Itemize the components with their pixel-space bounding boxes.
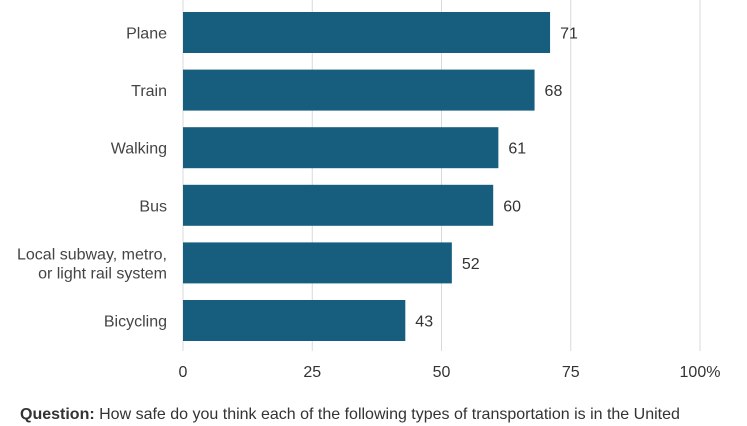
question-label: Question: (20, 406, 95, 423)
category-label: Bicycling (104, 314, 167, 331)
category-label-line: or light rail system (38, 265, 167, 282)
bar-chart: Plane Train Walking Bus Local subway, metro,… (17, 0, 721, 381)
gridlines (182, 0, 701, 351)
x-tick-label: 0 (179, 364, 188, 381)
x-tick-label: 25 (303, 364, 321, 381)
value-label: 60 (503, 198, 521, 215)
category-label: Bus (139, 198, 167, 215)
value-labels: 71 68 61 60 52 43 (415, 26, 578, 331)
x-tick-label: 100% (680, 364, 721, 381)
category-label-line: Plane (126, 26, 167, 43)
category-label: Train (131, 83, 167, 100)
category-labels: Plane Train Walking Bus Local subway, metro,… (17, 26, 167, 331)
value-label: 61 (508, 141, 526, 158)
value-label: 43 (415, 314, 433, 331)
category-label: Local subway, metro, or light rail system (17, 246, 167, 282)
category-label-line: Local subway, metro, (17, 246, 167, 263)
x-tick-label: 50 (433, 364, 451, 381)
category-label: Plane (126, 26, 167, 43)
x-tick-label: 75 (562, 364, 580, 381)
bar (183, 127, 499, 169)
category-label-line: Walking (111, 141, 167, 158)
bars (183, 12, 551, 341)
category-label-line: Bicycling (104, 314, 167, 331)
question-footnote: Question: How safe do you think each of … (20, 404, 740, 426)
bar (183, 12, 551, 53)
question-text: How safe do you think each of the follow… (94, 406, 680, 423)
category-label-line: Bus (139, 198, 167, 215)
category-label: Walking (111, 141, 167, 158)
bar (183, 300, 406, 341)
x-axis-ticks: 0 25 50 75 100% (179, 364, 721, 381)
value-label: 52 (462, 256, 480, 273)
value-label: 71 (560, 26, 578, 43)
bar (183, 69, 535, 111)
value-label: 68 (545, 83, 563, 100)
bar (183, 242, 452, 284)
bar (183, 184, 494, 226)
category-label-line: Train (131, 83, 167, 100)
